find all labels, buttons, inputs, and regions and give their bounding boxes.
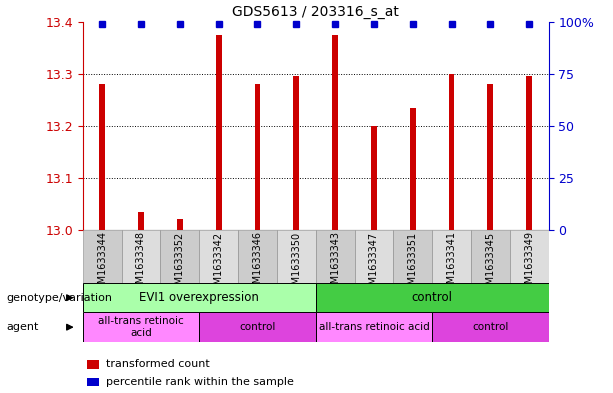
Text: all-trans retinoic acid: all-trans retinoic acid [319, 322, 429, 332]
Bar [83, 230, 121, 283]
Bar [432, 230, 471, 283]
Bar [487, 84, 493, 230]
Bar [277, 230, 316, 283]
Text: control: control [472, 322, 509, 332]
Bar [527, 76, 532, 230]
Text: percentile rank within the sample: percentile rank within the sample [106, 376, 294, 387]
Bar [88, 360, 99, 369]
Text: GSM1633346: GSM1633346 [253, 231, 262, 296]
Bar [354, 230, 394, 283]
Text: GSM1633344: GSM1633344 [97, 231, 107, 296]
Bar [254, 84, 261, 230]
Text: GSM1633352: GSM1633352 [175, 231, 185, 297]
Bar [449, 73, 454, 230]
Bar [177, 219, 183, 230]
Bar [371, 126, 377, 230]
Text: GSM1633351: GSM1633351 [408, 231, 417, 297]
Text: GSM1633347: GSM1633347 [369, 231, 379, 297]
Text: EVI1 overexpression: EVI1 overexpression [139, 291, 259, 304]
Text: GSM1633343: GSM1633343 [330, 231, 340, 296]
Text: genotype/variation: genotype/variation [6, 293, 112, 303]
Bar [294, 76, 299, 230]
Text: GSM1633349: GSM1633349 [524, 231, 534, 296]
Bar [216, 35, 221, 230]
Bar [138, 212, 144, 230]
Text: GSM1633345: GSM1633345 [485, 231, 495, 297]
Text: GSM1633341: GSM1633341 [447, 231, 457, 296]
Bar [88, 378, 99, 386]
Text: control: control [239, 322, 276, 332]
Bar [199, 230, 238, 283]
Text: agent: agent [6, 322, 39, 332]
Text: all-trans retinoic
acid: all-trans retinoic acid [98, 316, 184, 338]
Bar [238, 230, 277, 283]
Bar [410, 108, 416, 230]
Bar [394, 230, 432, 283]
Bar [199, 312, 316, 342]
Bar [471, 230, 510, 283]
Bar [83, 312, 199, 342]
Bar [432, 312, 549, 342]
Text: GSM1633342: GSM1633342 [214, 231, 224, 297]
Bar [83, 283, 316, 312]
Text: GSM1633350: GSM1633350 [291, 231, 301, 297]
Text: GSM1633348: GSM1633348 [136, 231, 146, 296]
Bar [99, 84, 105, 230]
Bar [316, 230, 354, 283]
Bar [316, 312, 432, 342]
Text: transformed count: transformed count [106, 359, 210, 369]
Bar [161, 230, 199, 283]
Title: GDS5613 / 203316_s_at: GDS5613 / 203316_s_at [232, 5, 399, 19]
Bar [332, 35, 338, 230]
Text: control: control [412, 291, 452, 304]
Bar [121, 230, 161, 283]
Bar [510, 230, 549, 283]
Bar [316, 283, 549, 312]
